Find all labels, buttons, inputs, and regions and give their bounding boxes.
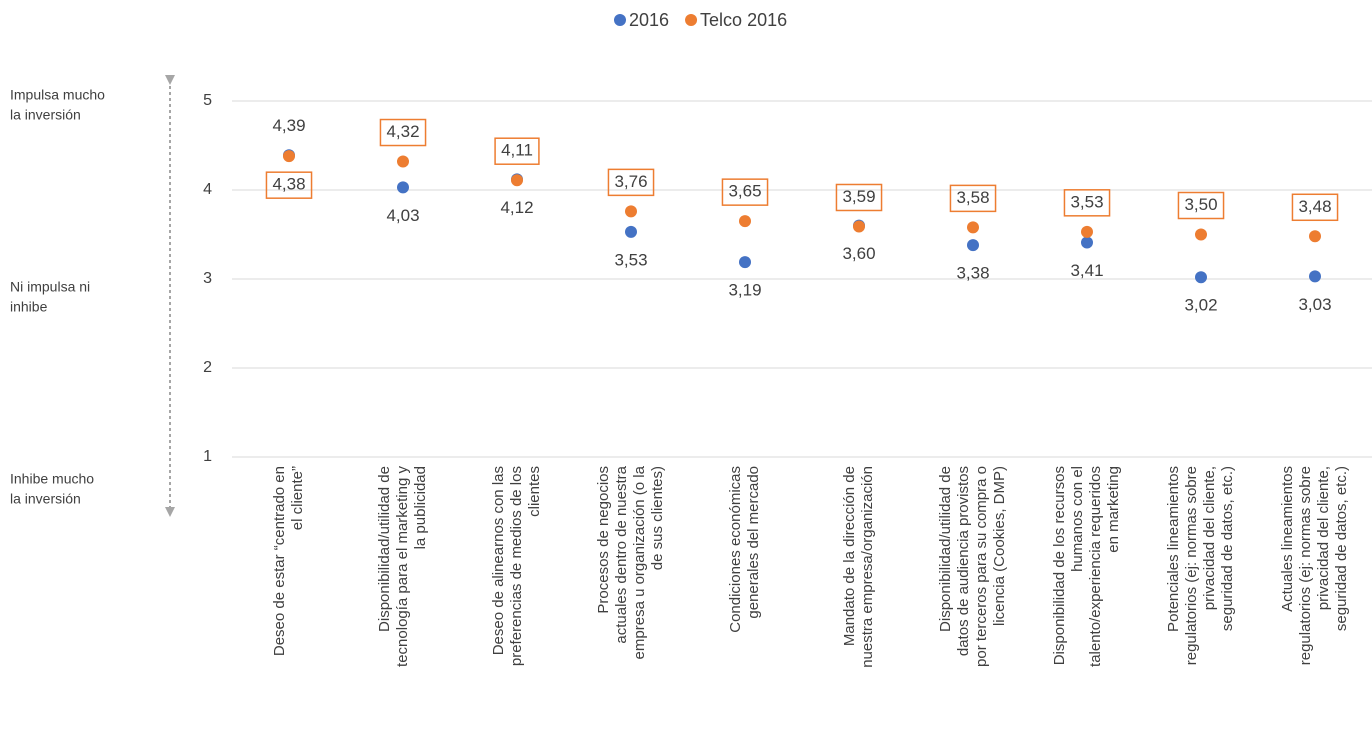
x-tick-label: privacidad del cliente, <box>1201 466 1218 610</box>
data-label: 4,12 <box>500 198 533 217</box>
data-label: 3,41 <box>1070 261 1103 280</box>
x-tick-label: Actuales lineamientos <box>1279 466 1296 612</box>
y-tick-label: 5 <box>203 92 212 109</box>
x-tick-label: por terceros para su compra o <box>973 466 990 667</box>
data-point <box>853 220 865 233</box>
y-tick-label: 3 <box>203 270 212 287</box>
data-label: 3,02 <box>1184 296 1217 315</box>
label-box <box>1063 189 1111 217</box>
data-point <box>739 256 751 269</box>
data-label: 3,60 <box>842 244 875 263</box>
label-box <box>265 171 313 199</box>
label-box <box>1291 193 1339 222</box>
scale-annotation: Ni impulsa ni <box>10 279 90 295</box>
x-tick-label: licencia (Cookies, DMP) <box>991 466 1008 626</box>
x-tick-label: Deseo de estar “centrado en <box>271 466 288 656</box>
x-tick-label: Disponibilidad/utilidad de <box>937 466 954 632</box>
label-box <box>835 183 883 212</box>
x-tick-label: Potenciales lineamientos <box>1165 466 1182 632</box>
x-tick-label: preferencias de medios de los <box>508 466 525 666</box>
y-tick-label: 2 <box>203 359 212 376</box>
x-tick-label: nuestra empresa/organización <box>859 466 876 668</box>
x-tick-label: Procesos de negocios <box>595 466 612 614</box>
data-label: 3,58 <box>956 188 989 207</box>
x-tick-label: regulatorios (ej: normas sobre <box>1183 466 1200 665</box>
data-point <box>1309 230 1321 243</box>
data-point <box>739 215 751 228</box>
data-label: 3,19 <box>728 281 761 300</box>
data-point <box>1081 225 1093 238</box>
data-point <box>397 181 409 194</box>
label-box <box>494 137 540 165</box>
x-tick-label: generales del mercado <box>745 466 762 619</box>
x-tick-label: humanos con el <box>1069 466 1086 572</box>
legend-marker <box>614 14 626 26</box>
x-tick-label: regulatorios (ej: normas sobre <box>1297 466 1314 665</box>
label-box <box>949 184 997 213</box>
label-box <box>379 118 427 147</box>
data-label: 3,76 <box>614 172 647 191</box>
data-point <box>967 221 979 234</box>
x-tick-label: actuales dentro de nuestra <box>613 465 630 643</box>
scale-annotation: la inversión <box>10 107 81 123</box>
x-tick-label: talento/experiencia requeridos <box>1087 466 1104 667</box>
x-tick-label: empresa u organización (o la <box>631 465 648 659</box>
x-tick-label: la publicidad <box>412 466 429 549</box>
x-tick-label: Deseo de alinearnos con las <box>490 466 507 655</box>
y-tick-label: 4 <box>203 181 212 198</box>
data-label: 3,48 <box>1298 197 1331 216</box>
label-box <box>607 168 655 197</box>
data-label: 4,38 <box>272 175 305 194</box>
scale-annotation: la inversión <box>10 491 81 507</box>
data-label: 3,53 <box>1070 192 1103 211</box>
data-label: 3,53 <box>614 250 647 269</box>
x-tick-label: Disponibilidad de los recursos <box>1051 466 1068 665</box>
data-point <box>511 174 523 187</box>
x-tick-label: de sus clientes) <box>649 466 666 570</box>
legend-label: 2016 <box>629 10 669 30</box>
x-tick-label: privacidad del cliente, <box>1315 466 1332 610</box>
scale-annotation: inhibe <box>10 299 48 315</box>
x-tick-label: datos de audiencia provistos <box>955 466 972 656</box>
scale-annotation: Inhibe mucho <box>10 471 94 487</box>
x-tick-label: Disponibilidad/utilidad de <box>376 466 393 632</box>
data-point <box>967 239 979 252</box>
data-point <box>283 150 295 163</box>
data-point <box>1195 271 1207 284</box>
label-box <box>721 178 769 206</box>
data-point <box>1195 228 1207 241</box>
x-tick-label: clientes <box>526 466 543 517</box>
data-label: 4,32 <box>386 122 419 141</box>
data-point <box>397 155 409 168</box>
x-tick-label: en marketing <box>1105 466 1122 553</box>
legend-label: Telco 2016 <box>700 10 787 30</box>
label-box <box>1177 191 1225 220</box>
x-tick-label: el cliente” <box>289 466 306 530</box>
x-tick-label: seguridad de datos, etc.) <box>1333 466 1350 631</box>
legend-marker <box>685 14 698 26</box>
data-point <box>625 225 637 238</box>
x-tick-label: Mandato de la dirección de <box>841 466 858 646</box>
data-label: 4,11 <box>501 141 533 160</box>
x-tick-label: seguridad de datos, etc.) <box>1219 466 1236 631</box>
data-point <box>1081 236 1093 249</box>
data-label: 3,65 <box>728 182 761 201</box>
data-label: 4,39 <box>272 116 305 135</box>
y-tick-label: 1 <box>203 448 212 465</box>
data-label: 4,03 <box>386 206 419 225</box>
x-tick-label: Condiciones económicas <box>727 466 744 633</box>
data-point <box>1309 270 1321 283</box>
x-tick-label: tecnología para el marketing y <box>394 466 411 667</box>
data-label: 3,50 <box>1184 195 1217 214</box>
data-label: 3,38 <box>956 264 989 283</box>
data-point <box>625 205 637 218</box>
scale-annotation: Impulsa mucho <box>10 87 105 103</box>
data-label: 3,03 <box>1298 295 1331 314</box>
data-label: 3,59 <box>842 187 875 206</box>
